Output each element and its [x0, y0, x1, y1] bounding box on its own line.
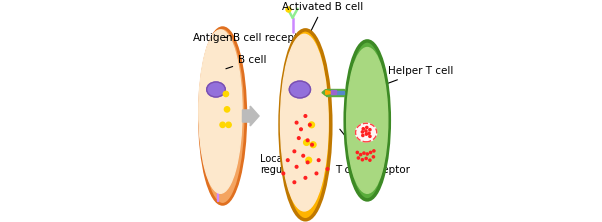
- Circle shape: [358, 157, 359, 159]
- Circle shape: [372, 156, 374, 158]
- Circle shape: [369, 129, 371, 131]
- Circle shape: [317, 159, 320, 161]
- Circle shape: [356, 151, 358, 154]
- Circle shape: [362, 128, 364, 130]
- Circle shape: [311, 143, 314, 146]
- Circle shape: [300, 128, 302, 131]
- Text: B cell: B cell: [226, 55, 267, 69]
- Circle shape: [303, 140, 309, 145]
- Text: Antigen: Antigen: [193, 33, 234, 43]
- FancyArrow shape: [243, 106, 259, 126]
- Ellipse shape: [199, 28, 246, 204]
- Circle shape: [369, 135, 371, 137]
- Circle shape: [315, 172, 318, 175]
- Circle shape: [293, 181, 296, 184]
- Circle shape: [304, 176, 307, 179]
- Polygon shape: [332, 90, 336, 94]
- Circle shape: [306, 161, 309, 164]
- Text: T cell receptor: T cell receptor: [335, 129, 410, 175]
- Circle shape: [326, 168, 329, 170]
- Polygon shape: [322, 89, 326, 96]
- Ellipse shape: [281, 34, 328, 211]
- Circle shape: [293, 150, 296, 153]
- Circle shape: [220, 122, 225, 127]
- FancyBboxPatch shape: [332, 91, 344, 94]
- Circle shape: [365, 157, 367, 159]
- Circle shape: [306, 157, 312, 163]
- Circle shape: [365, 126, 368, 129]
- Circle shape: [373, 150, 375, 152]
- Circle shape: [287, 159, 289, 161]
- Text: Local
regulator: Local regulator: [260, 154, 305, 175]
- Circle shape: [310, 142, 316, 148]
- Circle shape: [225, 107, 230, 112]
- Ellipse shape: [345, 41, 389, 200]
- Ellipse shape: [206, 82, 225, 97]
- Ellipse shape: [290, 81, 311, 98]
- Circle shape: [306, 139, 309, 142]
- Circle shape: [297, 137, 300, 139]
- Circle shape: [363, 152, 365, 154]
- Circle shape: [302, 155, 305, 157]
- Circle shape: [369, 159, 371, 161]
- Circle shape: [365, 133, 367, 135]
- Ellipse shape: [199, 30, 242, 193]
- Circle shape: [361, 131, 364, 133]
- Circle shape: [295, 165, 298, 168]
- Polygon shape: [326, 89, 344, 96]
- Circle shape: [304, 115, 307, 117]
- Circle shape: [308, 123, 311, 126]
- Circle shape: [309, 122, 314, 128]
- Text: Helper T cell: Helper T cell: [386, 66, 453, 84]
- Text: Activated B cell: Activated B cell: [282, 2, 364, 47]
- Circle shape: [365, 130, 367, 132]
- Ellipse shape: [280, 30, 331, 220]
- Ellipse shape: [357, 127, 374, 140]
- Circle shape: [361, 159, 364, 161]
- Circle shape: [368, 132, 370, 134]
- Circle shape: [359, 154, 362, 156]
- Circle shape: [362, 134, 364, 137]
- Circle shape: [282, 172, 285, 175]
- Text: B cell receptor: B cell receptor: [224, 33, 308, 43]
- Circle shape: [370, 151, 371, 154]
- Circle shape: [366, 153, 368, 155]
- Circle shape: [295, 121, 298, 124]
- Polygon shape: [326, 91, 331, 94]
- Ellipse shape: [347, 48, 388, 193]
- Ellipse shape: [356, 123, 377, 142]
- Circle shape: [226, 122, 231, 127]
- Circle shape: [223, 91, 229, 97]
